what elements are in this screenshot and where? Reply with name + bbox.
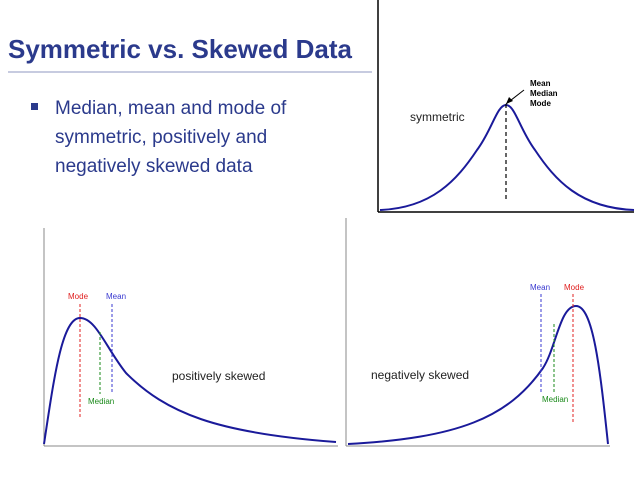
positive-median-label: Median bbox=[88, 397, 114, 406]
symmetric-caption: symmetric bbox=[410, 110, 465, 124]
symmetric-mode-label: Mode bbox=[530, 99, 551, 108]
negatively-skewed-diagram: Mean Mode Median negatively skewed bbox=[345, 218, 610, 447]
symmetric-mean-label: Mean bbox=[530, 79, 551, 88]
slide-title: Symmetric vs. Skewed Data bbox=[8, 34, 352, 64]
negative-mean-label: Mean bbox=[530, 283, 550, 292]
negative-caption: negatively skewed bbox=[371, 368, 469, 382]
symmetric-panel-background bbox=[372, 0, 638, 216]
positively-skewed-diagram: Mode Mean Median positively skewed bbox=[43, 228, 338, 447]
positive-mean-label: Mean bbox=[106, 292, 126, 301]
positive-mode-label: Mode bbox=[68, 292, 89, 301]
negative-mode-label: Mode bbox=[564, 283, 585, 292]
symmetric-distribution-diagram: Mean Median Mode symmetric bbox=[372, 0, 638, 216]
negative-median-label: Median bbox=[542, 395, 568, 404]
positive-caption: positively skewed bbox=[172, 369, 265, 383]
bullet-square-icon bbox=[31, 103, 38, 110]
positive-skew-curve bbox=[43, 316, 337, 445]
bullet-text: Median, mean and mode of symmetric, posi… bbox=[55, 98, 287, 177]
title-divider bbox=[8, 71, 376, 73]
symmetric-median-label: Median bbox=[530, 89, 558, 98]
symmetric-arrow-icon bbox=[506, 97, 513, 104]
